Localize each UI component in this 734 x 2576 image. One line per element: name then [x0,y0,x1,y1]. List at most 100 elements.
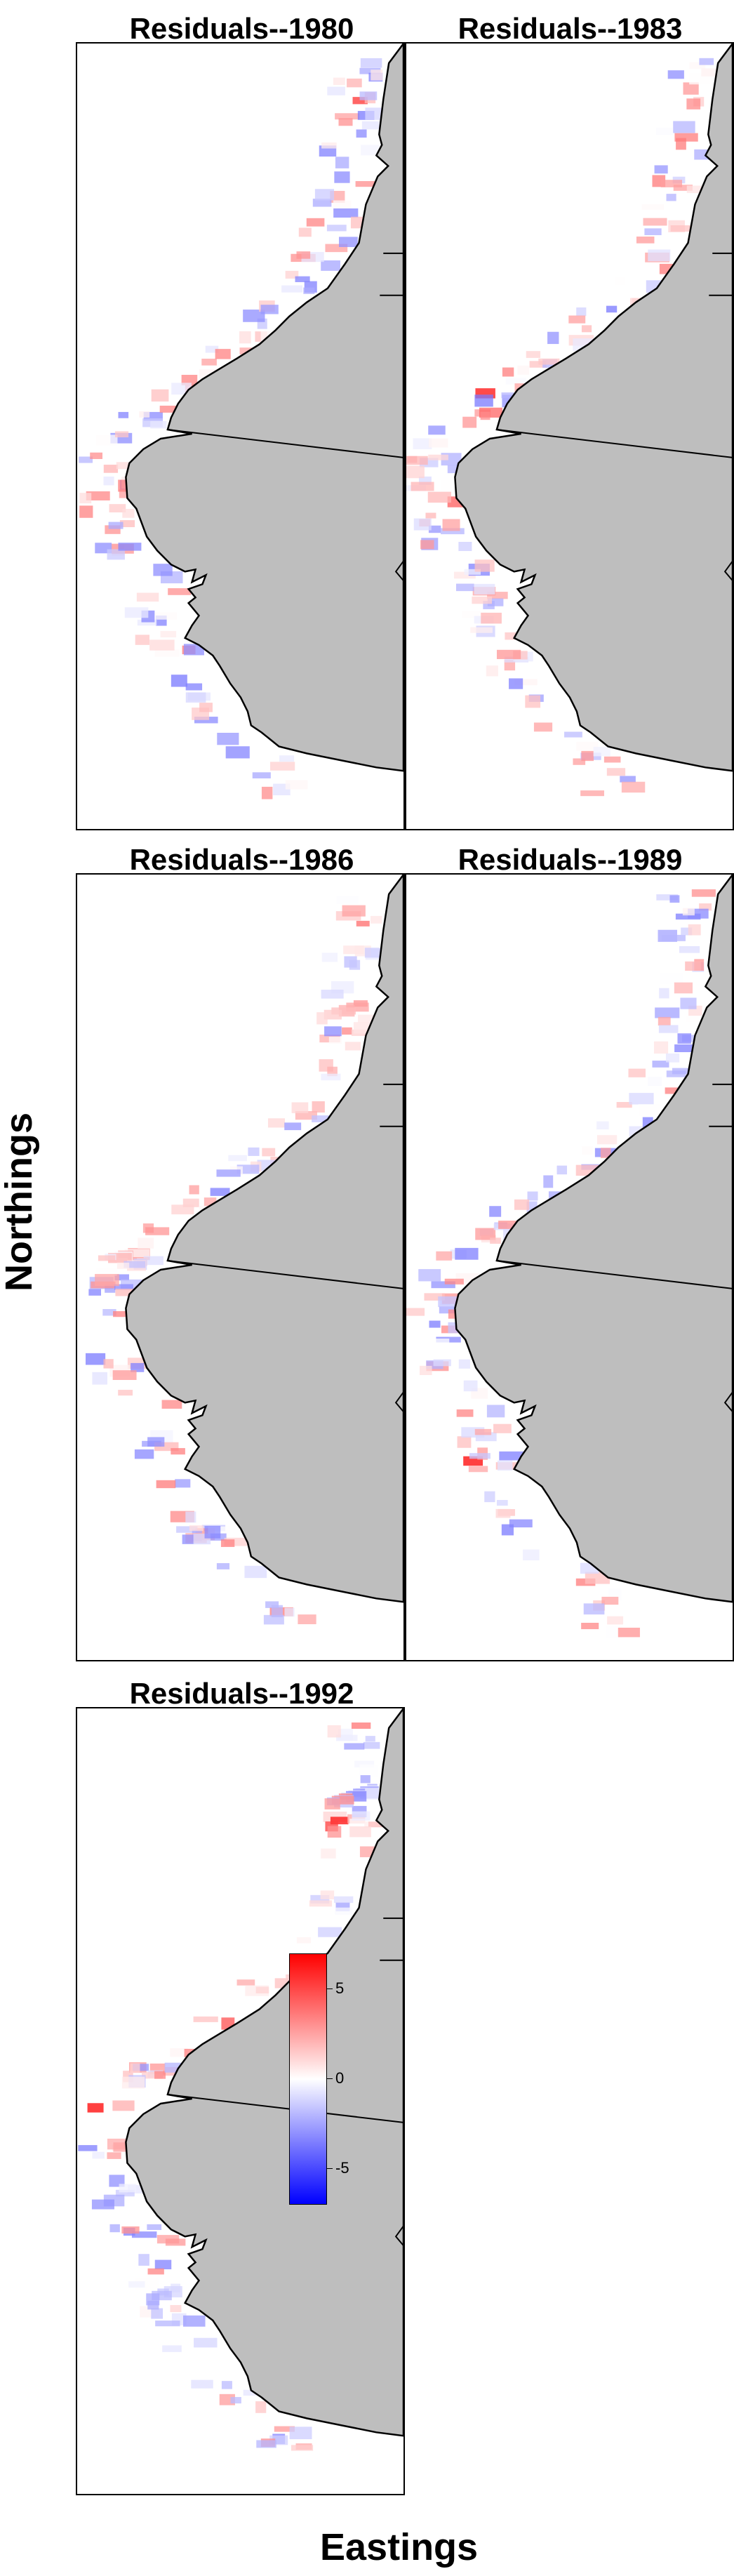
residual-cell [420,540,434,550]
residual-cell [352,97,368,105]
residual-cell [475,1228,496,1240]
residual-cell [431,1281,455,1289]
state-border-line [496,1260,733,1289]
residual-cell [464,569,481,575]
residual-cell [248,1147,260,1156]
coast-detail-line [394,560,403,581]
residual-cell [463,1380,478,1392]
residual-cell [321,1073,341,1081]
residual-cell [496,649,521,659]
state-border-line [496,429,733,458]
residual-cell [325,244,348,253]
residual-cell [204,1525,221,1539]
residual-cell [121,2226,140,2234]
residual-cell [85,1353,106,1365]
map-panel-1992 [76,1707,405,2495]
residual-cell [683,82,699,95]
residual-cell [440,480,452,493]
panel-title-1986: Residuals--1986 [129,843,354,876]
residual-cell [666,1053,680,1063]
residual-cell [118,411,129,418]
residual-cell [658,1016,671,1026]
residual-cell [361,145,382,156]
residual-cell [256,2440,276,2448]
residual-cell [487,592,508,599]
residual-cell [361,121,387,130]
residual-cell [333,1896,354,1904]
residual-cell [654,165,668,174]
residual-cell [274,2426,295,2432]
y-axis-label: Northings [0,1113,40,1292]
residual-cell [119,520,135,528]
colorbar-tick [327,2168,333,2169]
residual-cell [331,1007,356,1015]
state-border-line [167,429,403,458]
residual-cell [596,1135,618,1145]
residual-cell [354,1760,375,1767]
residual-cell [527,1191,538,1201]
residual-cell [281,285,303,293]
residual-cell [103,476,114,486]
residual-cell [355,180,378,187]
residual-cell [556,1165,568,1175]
residual-cell [330,1817,349,1825]
residual-cell [221,2381,232,2389]
residual-cell [109,504,126,513]
residual-cell [149,639,175,651]
residual-cell [236,1979,255,1986]
residual-cell [596,1121,609,1130]
state-border-line [167,2094,403,2123]
residual-cell [686,1015,700,1023]
residual-cell [159,405,179,413]
residual-cell [171,1448,185,1455]
residual-cell [79,505,93,518]
residual-cell [480,411,491,420]
residual-cell [191,2379,213,2389]
residual-cell [364,1821,385,1828]
residual-cell [428,438,448,448]
residual-cell [296,1937,311,1944]
residual-cell [648,249,671,262]
residual-cell [573,758,586,765]
residual-cell [641,204,665,211]
residual-cell [620,776,636,783]
residual-cell [474,583,495,595]
residual-cell [139,411,150,418]
residual-cell [699,58,714,65]
panel-title-1992: Residuals--1992 [129,1677,354,1710]
residual-cell [529,361,547,368]
residual-cell [185,692,206,703]
residual-cell [205,345,219,353]
residual-cell [137,619,157,626]
residual-cell [462,416,477,428]
residual-cell [576,307,587,317]
residual-cell [161,1400,182,1409]
residual-cell [616,1102,632,1108]
residual-cell [365,107,384,120]
residual-cell [151,389,169,402]
residual-cell [324,1026,342,1037]
residual-cell [495,1508,511,1518]
residual-cell [667,70,684,79]
residual-cell [360,58,382,68]
residual-cell [580,790,604,797]
map-panel-1989 [405,873,734,1661]
residual-cell [498,1221,519,1229]
residual-cell [474,394,493,407]
residual-cell [170,2048,188,2057]
residual-cell [87,2103,104,2113]
residual-cell [116,1262,130,1269]
residual-cell [133,2064,149,2071]
residual-cell [458,1359,470,1369]
residual-cell [349,960,361,970]
residual-cell [419,1365,432,1376]
residual-cell [150,420,167,429]
residual-cell [674,1044,698,1052]
residual-cell [316,1012,328,1025]
coast-detail-line [394,1391,403,1412]
residual-cell [358,1014,378,1023]
residual-cell [309,1900,333,1907]
residual-cell [356,920,370,927]
residual-cell [154,649,180,657]
residual-cell [601,1596,619,1605]
